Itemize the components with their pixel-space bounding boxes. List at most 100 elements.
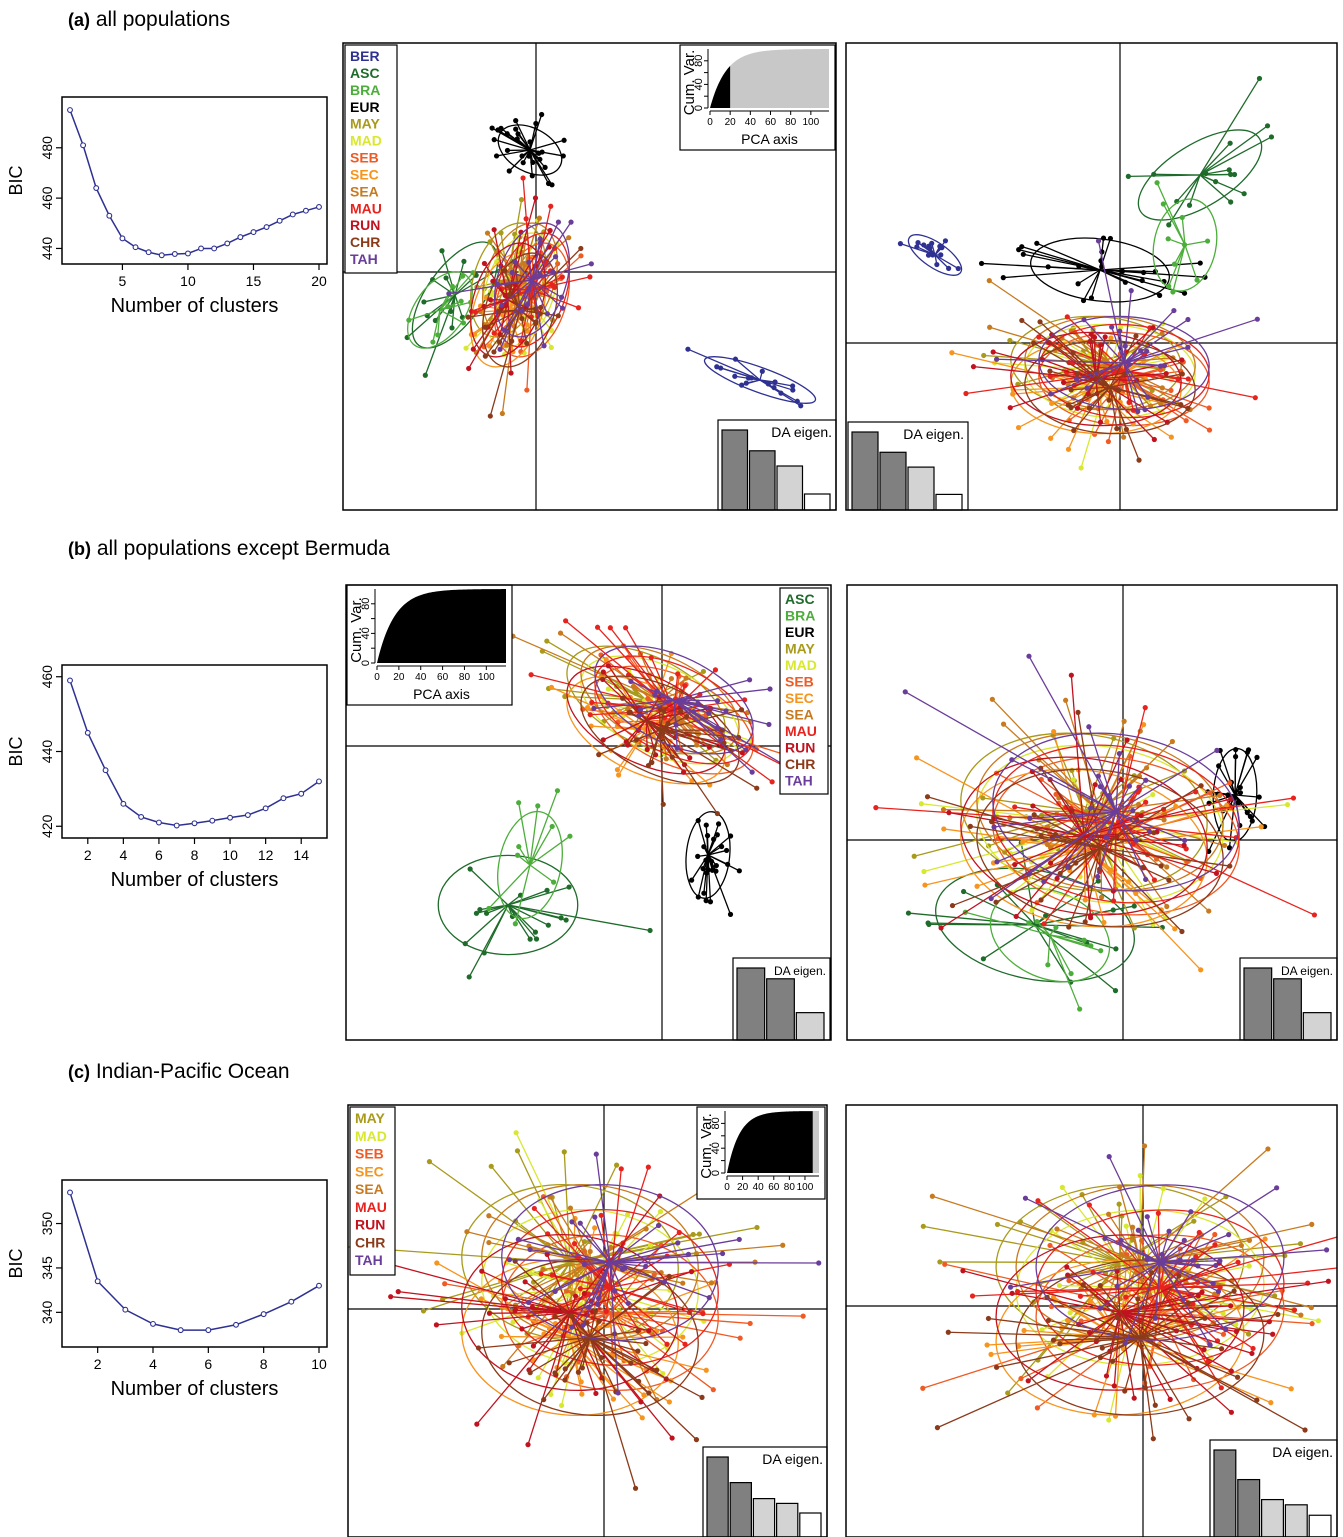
cluster-line [518, 1238, 611, 1264]
bic-xtick-label: 6 [204, 1356, 212, 1372]
cluster-point [727, 911, 734, 917]
cluster-line [408, 309, 441, 321]
cluster-point [937, 1259, 943, 1265]
cluster-point [463, 345, 469, 351]
cluster-point [1254, 754, 1260, 760]
cluster-line [1073, 386, 1111, 431]
cluster-ellipse [1035, 1184, 1285, 1341]
cluster-line [598, 729, 661, 756]
da-inset-label: DA eigen. [774, 964, 826, 978]
cluster-point [587, 1248, 593, 1255]
cluster-point [432, 317, 438, 324]
cluster-line [488, 1215, 591, 1264]
da-eigen-bar [766, 978, 795, 1041]
cluster-point [1284, 802, 1291, 808]
da-eigen-bar [1243, 967, 1273, 1041]
cluster-asc [1125, 75, 1275, 228]
cluster-point [1014, 1288, 1021, 1295]
cluster-point [1009, 1290, 1015, 1296]
da-eigen-bar [879, 451, 907, 511]
cluster-point [701, 844, 707, 850]
cluster-line [1173, 244, 1186, 265]
da-eigen-bar [736, 967, 766, 1041]
cluster-line [1099, 262, 1201, 271]
cluster-line [1172, 244, 1186, 293]
cluster-line [1123, 362, 1146, 410]
cluster-line [1159, 1286, 1295, 1311]
cluster-line [531, 289, 539, 316]
cluster-line [1083, 847, 1162, 911]
cluster-point [1228, 199, 1234, 205]
bic-xtick-label: 2 [94, 1356, 102, 1372]
cluster-point [664, 1341, 670, 1347]
cluster-point [1075, 281, 1081, 287]
cluster-point [911, 853, 917, 859]
cluster-point [1123, 1294, 1129, 1300]
cluster-point [701, 890, 707, 896]
cluster-line [569, 1337, 583, 1395]
cluster-point [531, 1205, 537, 1212]
cluster-line [1119, 1312, 1232, 1413]
cluster-point [1110, 898, 1117, 904]
cluster-line [589, 1337, 617, 1393]
cluster-line [1077, 269, 1101, 285]
cluster-point [1146, 828, 1152, 834]
cluster-line [1115, 753, 1121, 813]
bic-point [288, 1298, 295, 1305]
cluster-point [571, 1241, 578, 1247]
cluster-point [1051, 728, 1057, 735]
legend-entry-asc: ASC [785, 591, 815, 607]
cluster-ellipse [437, 854, 579, 956]
cluster-line [1099, 730, 1141, 813]
cluster-point [482, 353, 488, 359]
cluster-point [1117, 328, 1123, 334]
cluster-point [993, 1364, 1000, 1370]
cluster-point [575, 305, 582, 311]
da-eigen-bar [1260, 1498, 1284, 1537]
cluster-point [1106, 1211, 1112, 1217]
cluster-point [1137, 1173, 1143, 1179]
cluster-point [525, 301, 531, 307]
cluster-point [1118, 776, 1124, 783]
cluster-line [511, 271, 533, 281]
cluster-line [529, 139, 565, 151]
cluster-line [1108, 795, 1117, 813]
cluster-line [707, 854, 712, 902]
cluster-line [1111, 326, 1125, 364]
cluster-point [618, 1166, 624, 1172]
da-eigen-bar [1302, 1012, 1332, 1041]
cluster-line [1064, 700, 1101, 813]
cluster-point [1114, 1315, 1120, 1321]
cluster-line [1199, 142, 1231, 176]
cluster-point [1000, 721, 1007, 727]
cluster-point [1231, 1288, 1237, 1294]
cluster-point [533, 936, 540, 942]
cluster-point [657, 1209, 664, 1215]
cluster-point [488, 1163, 494, 1169]
cluster-line [1086, 362, 1125, 389]
cluster-point [548, 1391, 554, 1398]
cluster-line [934, 254, 950, 269]
cluster-line [1099, 847, 1143, 869]
cluster-line [645, 696, 660, 721]
cluster-point [646, 1328, 652, 1334]
cluster-point [963, 390, 969, 397]
cluster-point [594, 624, 601, 630]
cluster-point [587, 712, 593, 718]
bic-xtick-label: 4 [149, 1356, 157, 1372]
cluster-line [465, 289, 521, 349]
cluster-point [493, 153, 500, 159]
cluster-point [1297, 1241, 1304, 1247]
cluster-point [528, 672, 534, 678]
cluster-line [529, 149, 564, 157]
cluster-point [1104, 418, 1110, 425]
cluster-line [1159, 1286, 1190, 1296]
bic-ylabel: BIC [6, 736, 26, 766]
cluster-point [1207, 1342, 1213, 1348]
cluster-point [754, 785, 760, 791]
cluster-point [513, 118, 519, 124]
cluster-line [1139, 1336, 1222, 1350]
cluster-point [537, 272, 543, 278]
cluster-point [1121, 718, 1127, 724]
cluster-point [641, 1392, 647, 1398]
